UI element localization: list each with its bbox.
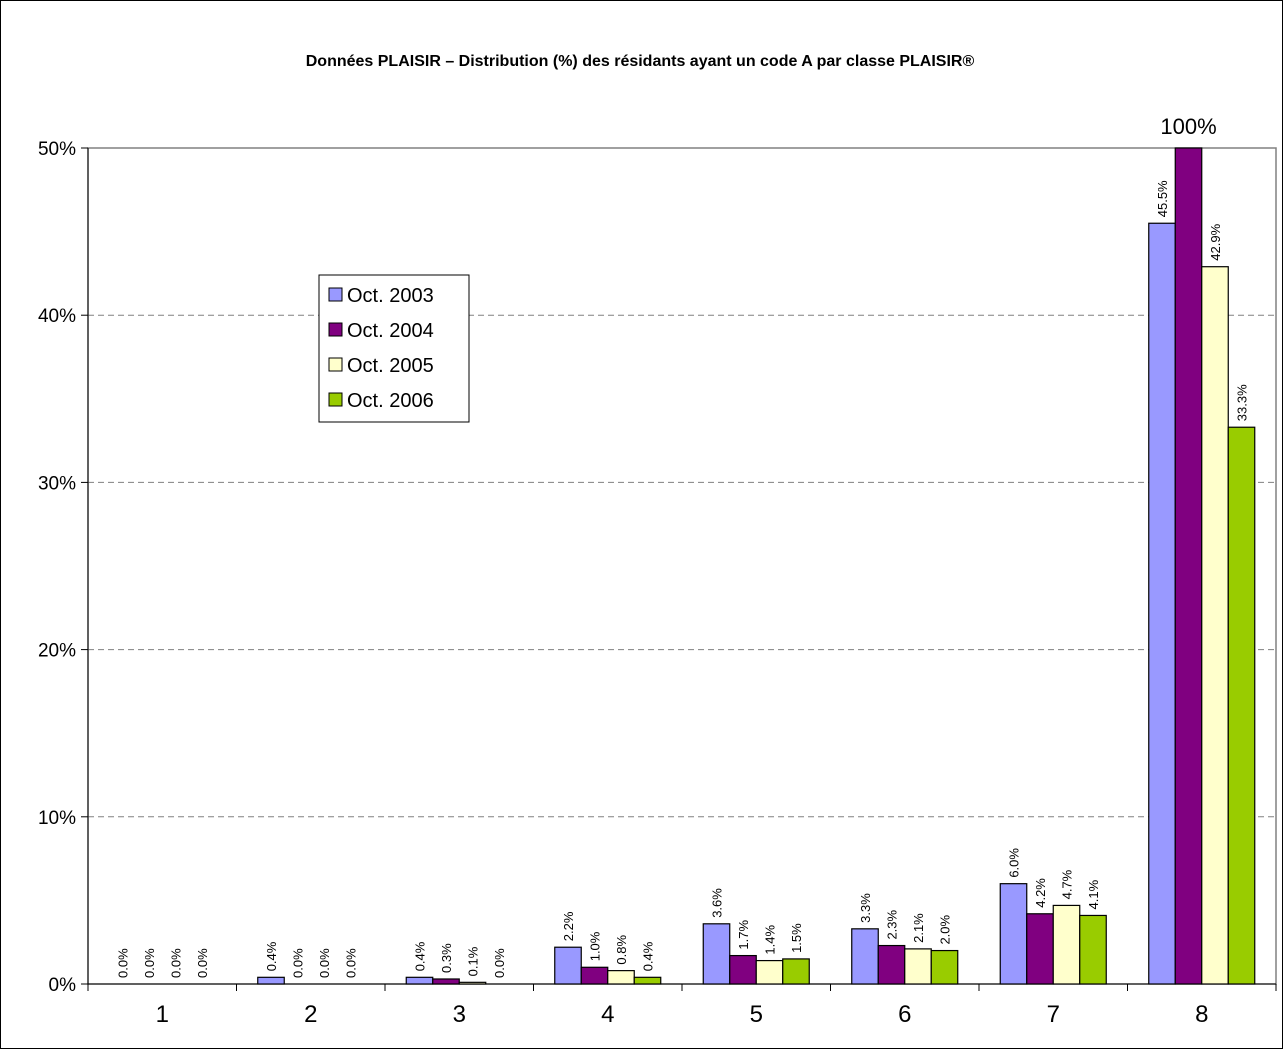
gridlines <box>87 147 1277 985</box>
data-label: 100% <box>1160 114 1216 139</box>
bar <box>755 959 784 985</box>
bar <box>607 970 635 985</box>
x-tick-label: 3 <box>453 1001 466 1028</box>
bar <box>405 976 434 985</box>
bar <box>702 923 731 985</box>
data-label: 0.4% <box>264 941 279 971</box>
chart-title: Données PLAISIR – Distribution (%) des r… <box>306 53 975 70</box>
data-label: 33.3% <box>1235 384 1250 421</box>
bar <box>1026 913 1054 985</box>
x-tick-label: 1 <box>156 1001 169 1028</box>
data-label: 0.0% <box>169 948 184 978</box>
bar <box>1148 222 1176 985</box>
data-label: 0.0% <box>195 948 210 978</box>
bar <box>851 928 879 985</box>
bar <box>999 883 1028 985</box>
legend-label: Oct. 2003 <box>347 285 434 307</box>
y-tick-label: 0% <box>49 975 77 996</box>
data-label: 0.0% <box>317 948 332 978</box>
legend-box <box>318 274 470 423</box>
data-label: 0.0% <box>492 948 507 978</box>
data-label: 2.2% <box>561 911 576 941</box>
y-axis: 0% 10% 20% 30% 40% 50% <box>38 139 89 996</box>
legend-swatch <box>328 357 343 372</box>
data-label: 45.5% <box>1155 180 1170 217</box>
data-label: 2.3% <box>885 909 900 939</box>
bar <box>904 948 932 985</box>
bar <box>1174 147 1203 985</box>
data-label: 42.9% <box>1208 223 1223 260</box>
bar <box>554 946 582 985</box>
plot-area-border <box>87 147 1277 985</box>
data-label: 2.0% <box>938 914 953 944</box>
data-label: 0.1% <box>466 946 481 976</box>
data-label: 6.0% <box>1007 848 1022 878</box>
data-label: 0.0% <box>291 948 306 978</box>
bar <box>257 976 285 985</box>
data-label: 1.5% <box>789 923 804 953</box>
bar <box>1079 914 1107 985</box>
legend-label: Oct. 2005 <box>347 355 434 377</box>
data-label: 0.0% <box>116 948 131 978</box>
y-tick-label: 50% <box>38 139 76 160</box>
data-label: 1.4% <box>763 925 778 955</box>
data-label: 0.0% <box>142 948 157 978</box>
data-label: 0.8% <box>614 935 629 965</box>
x-tick-label: 8 <box>1195 1001 1208 1028</box>
bar <box>1227 426 1256 985</box>
bar <box>729 954 757 985</box>
x-tick-label: 5 <box>750 1001 763 1028</box>
data-label: 1.0% <box>588 931 603 961</box>
bar <box>1052 904 1081 985</box>
data-label: 0.0% <box>344 948 359 978</box>
data-label: 0.3% <box>439 943 454 973</box>
data-label: 1.7% <box>736 920 751 950</box>
y-tick-label: 40% <box>38 306 76 327</box>
bars <box>257 147 1256 985</box>
bar <box>782 958 810 985</box>
x-tick-label: 7 <box>1047 1001 1060 1028</box>
x-tick-label: 4 <box>601 1001 614 1028</box>
x-tick-label: 2 <box>304 1001 317 1028</box>
legend-label: Oct. 2006 <box>347 390 434 412</box>
data-label: 2.1% <box>911 913 926 943</box>
data-label: 3.3% <box>858 893 873 923</box>
legend-label: Oct. 2004 <box>347 320 434 342</box>
y-tick-label: 20% <box>38 641 76 662</box>
data-label: 3.6% <box>710 888 725 918</box>
data-label: 0.4% <box>641 941 656 971</box>
data-label: 4.2% <box>1033 878 1048 908</box>
data-label: 0.4% <box>413 941 428 971</box>
data-labels: 0.0% 0.0% 0.0% 0.0% 0.4% 0.0% 0.0% 0.0% 0.4% 0.3%… <box>116 114 1250 978</box>
bar <box>432 978 460 985</box>
bar <box>930 949 959 985</box>
bar <box>580 966 609 985</box>
legend-swatch <box>328 287 343 302</box>
y-tick-label: 30% <box>38 473 76 494</box>
bar <box>633 976 662 985</box>
bar <box>877 944 906 985</box>
x-axis: 1 2 3 4 5 6 7 8 <box>87 983 1277 1028</box>
data-label: 4.7% <box>1060 869 1075 899</box>
bar <box>1201 266 1229 985</box>
legend-swatch <box>328 322 343 337</box>
legend-swatch <box>328 392 343 407</box>
data-label: 4.1% <box>1086 879 1101 909</box>
x-tick-label: 6 <box>898 1001 911 1028</box>
legend: Oct. 2003 Oct. 2004 Oct. 2005 Oct. 2006 <box>318 274 470 423</box>
bar <box>458 981 487 985</box>
y-tick-label: 10% <box>38 808 76 829</box>
